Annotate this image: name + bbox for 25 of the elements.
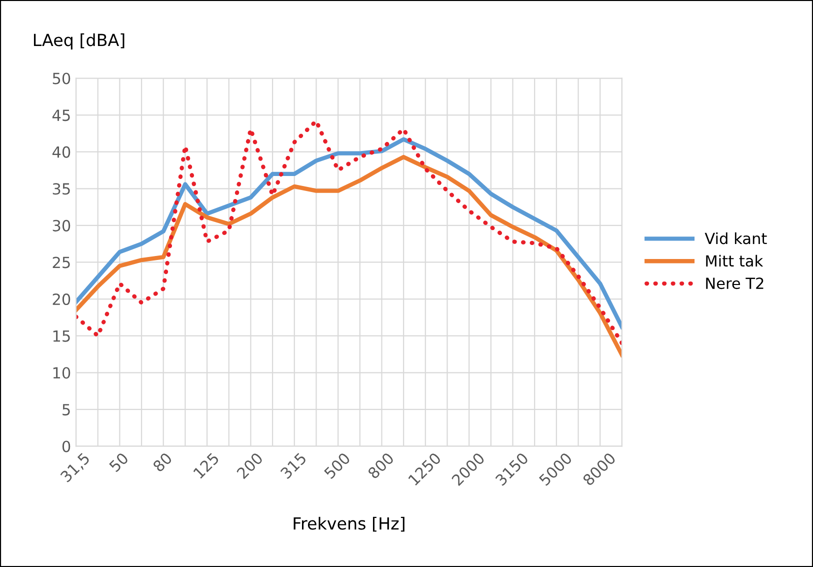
x-tick-label: 500	[324, 452, 351, 480]
y-tick-label: 30	[52, 220, 70, 232]
legend-label: Nere T2	[706, 278, 764, 290]
x-tick-label: 125	[192, 452, 220, 479]
y-tick-label: 45	[52, 110, 70, 122]
y-tick-label: 0	[62, 440, 70, 452]
y-tick-label: 5	[62, 404, 70, 416]
legend-label: Mitt tak	[706, 254, 764, 267]
x-tick-label: 800	[367, 452, 394, 480]
line-series	[76, 118, 622, 346]
legend-label: Vid kant	[704, 232, 767, 244]
x-tick-label: 50	[108, 452, 129, 472]
y-tick-label: 50	[52, 72, 70, 84]
y-axis-title: LAeq [dBA]	[34, 33, 124, 50]
x-tick-label: 80	[152, 452, 173, 472]
line-series	[76, 154, 622, 358]
x-tick-label: 200	[236, 452, 264, 480]
y-tick-label: 10	[53, 367, 70, 379]
y-tick-label: 40	[52, 146, 70, 158]
y-tick-label: 35	[52, 183, 70, 195]
y-tick-label: 20	[52, 294, 70, 306]
line-series	[76, 137, 622, 330]
x-axis-title: Frekvens [Hz]	[294, 516, 404, 532]
y-tick-label: 25	[52, 256, 70, 268]
y-tick-label: 15	[53, 330, 70, 342]
